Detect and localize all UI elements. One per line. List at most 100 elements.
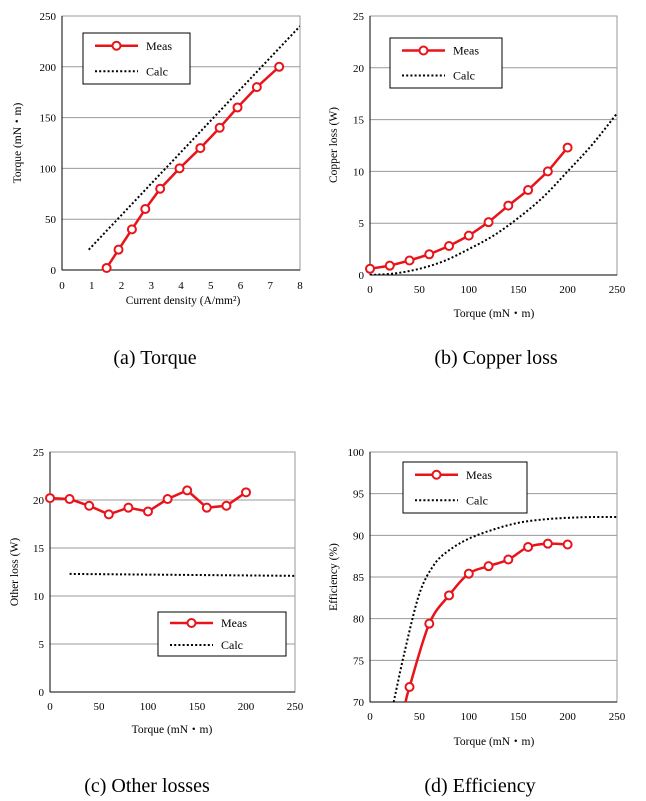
x-tick-label: 200 (559, 711, 576, 723)
y-tick-label: 10 (353, 166, 365, 178)
y-tick-label: 15 (353, 115, 365, 127)
x-tick-label: 150 (510, 284, 527, 296)
series-meas-point (126, 224, 137, 235)
y-tick-label: 20 (353, 63, 365, 75)
x-tick-label: 100 (461, 284, 478, 296)
series-meas-point (103, 509, 114, 520)
x-tick-label: 3 (149, 280, 155, 292)
y-tick-label: 0 (359, 270, 365, 282)
legend-swatch-marker (186, 618, 197, 628)
series-meas-point (523, 185, 534, 196)
series-meas-point (562, 142, 573, 153)
series-meas-point (101, 262, 112, 273)
x-axis-label: Torque (mN・m) (454, 736, 535, 748)
series-meas-point (404, 682, 415, 692)
y-tick-label: 0 (39, 687, 45, 699)
legend-swatch-marker (111, 40, 122, 51)
x-tick-label: 100 (140, 701, 157, 713)
y-tick-label: 75 (353, 655, 365, 667)
series-meas-point (214, 122, 225, 133)
series-meas-point (384, 260, 395, 271)
x-tick-label: 50 (414, 711, 426, 723)
series-meas-line (105, 65, 281, 269)
y-tick-label: 95 (353, 489, 365, 501)
legend-label-calc: Calc (221, 638, 243, 652)
y-tick-label: 85 (353, 572, 365, 584)
series-meas-point (155, 183, 166, 194)
x-tick-label: 0 (47, 701, 53, 713)
chart-caption: (b) Copper loss (434, 347, 558, 369)
legend: Meas Calc (157, 611, 287, 657)
y-tick-label: 250 (40, 11, 57, 23)
legend-box (82, 32, 191, 85)
series-meas-point (64, 494, 75, 505)
series-meas-point (503, 200, 514, 211)
x-axis-label: Torque (mN・m) (132, 724, 213, 736)
chart-efficiency: 70 75 80 85 90 95 100 0 50 100 150 200 250 Meas Calc To… (328, 447, 626, 797)
x-tick-label: 200 (559, 284, 576, 296)
series-meas-point (542, 538, 553, 549)
series-meas-point (143, 506, 153, 517)
series-meas-point (503, 554, 514, 565)
legend-box (389, 37, 503, 89)
plot-data (370, 112, 617, 275)
series-meas-point (113, 244, 124, 255)
x-tick-label: 50 (414, 284, 426, 296)
series-meas-point (562, 539, 573, 550)
legend-label-calc: Calc (466, 493, 488, 507)
y-tick-label: 5 (359, 218, 365, 230)
chart-caption: (a) Torque (113, 347, 196, 369)
series-meas-point (182, 485, 193, 496)
legend-swatch-marker (431, 469, 442, 480)
series-meas-point (424, 249, 435, 260)
series-meas-line (404, 542, 568, 702)
y-axis-label: Other loss (W) (9, 538, 21, 607)
plot-data (392, 515, 617, 702)
series-meas-point (444, 590, 455, 601)
y-tick-label: 10 (33, 591, 45, 603)
x-tick-label: 8 (297, 280, 303, 292)
series-meas-point (84, 500, 95, 511)
y-tick-label: 90 (353, 530, 365, 542)
y-axis-label: Efficiency (%) (328, 543, 340, 611)
x-tick-label: 5 (208, 280, 214, 292)
legend-label-calc: Calc (453, 69, 475, 83)
x-tick-label: 250 (609, 711, 626, 723)
series-meas-point (140, 204, 151, 215)
y-tick-label: 100 (348, 447, 365, 459)
series-meas-point (232, 102, 243, 113)
x-tick-label: 7 (268, 280, 274, 292)
series-meas-point (542, 166, 553, 177)
x-tick-label: 2 (119, 280, 125, 292)
legend-label-meas: Meas (221, 616, 247, 630)
chart-caption: (c) Other losses (84, 775, 210, 797)
x-tick-label: 0 (367, 284, 373, 296)
series-meas-point (251, 82, 262, 93)
x-tick-label: 150 (510, 711, 527, 723)
x-tick-label: 1 (89, 280, 95, 292)
series-meas-point (424, 618, 435, 629)
y-tick-label: 20 (33, 495, 45, 507)
x-tick-label: 100 (461, 711, 478, 723)
y-tick-label: 50 (45, 214, 57, 226)
x-tick-label: 0 (59, 280, 65, 292)
legend-label-calc: Calc (146, 64, 168, 78)
x-tick-label: 250 (287, 701, 304, 713)
series-meas-point (201, 502, 212, 513)
series-meas-point (483, 217, 494, 228)
series-calc-line (370, 112, 617, 275)
series-meas-point (483, 561, 494, 572)
x-tick-label: 150 (189, 701, 206, 713)
y-tick-label: 70 (353, 697, 365, 709)
series-meas-point (162, 494, 173, 505)
series-meas-point (221, 500, 232, 511)
series-meas-point (404, 255, 415, 266)
series-meas-point (274, 61, 285, 72)
x-tick-label: 50 (94, 701, 106, 713)
x-tick-label: 0 (367, 711, 373, 723)
legend-swatch-marker (418, 45, 429, 56)
legend: Meas Calc (402, 461, 528, 514)
